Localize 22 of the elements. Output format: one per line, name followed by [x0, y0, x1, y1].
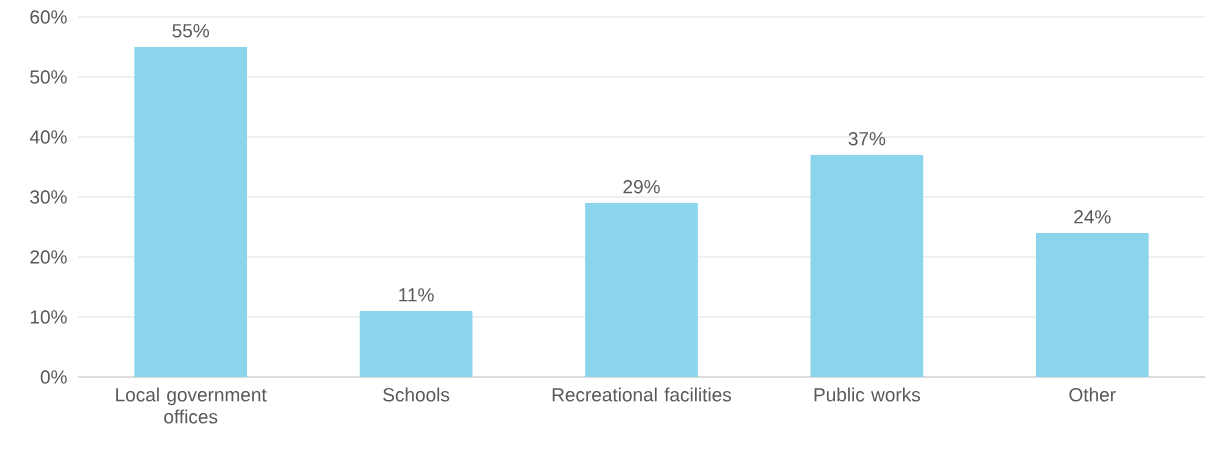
- x-tick-label: Public works: [814, 387, 921, 402]
- y-tick-label: 40%: [29, 130, 67, 144]
- data-label: 29%: [623, 180, 660, 194]
- y-tick-label: 60%: [30, 10, 67, 24]
- data-label: 24%: [1074, 210, 1111, 224]
- bar: [134, 47, 248, 377]
- bar: [585, 203, 698, 377]
- y-tick-label: 30%: [30, 190, 67, 204]
- y-tick-label: 0%: [40, 370, 67, 384]
- y-tick-label: 50%: [30, 70, 67, 84]
- bar: [1035, 233, 1149, 377]
- y-tick-label: 20%: [30, 250, 67, 264]
- y-tick-label: 10%: [30, 310, 67, 324]
- bar: [810, 155, 924, 377]
- x-tick-label: Schools: [383, 387, 450, 402]
- data-label: 55%: [172, 24, 210, 38]
- x-tick-label: Recreational facilities: [552, 387, 732, 402]
- x-tick-label: Other: [1069, 387, 1116, 402]
- data-label: 37%: [848, 132, 886, 146]
- data-label: 11%: [399, 288, 434, 302]
- bar: [359, 311, 473, 377]
- x-tick-label: Local government offices: [116, 387, 267, 424]
